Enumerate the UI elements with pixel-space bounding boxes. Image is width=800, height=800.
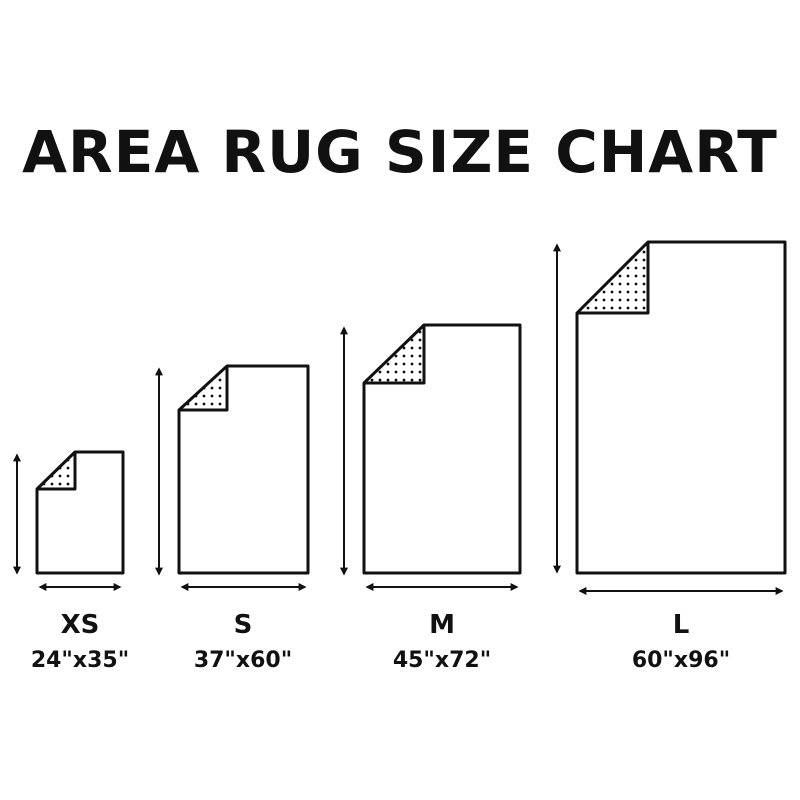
rug-outline-l (575, 240, 787, 575)
size-label-m: M (429, 610, 455, 640)
rug-s (155, 364, 310, 591)
rug-outline-xs (35, 450, 125, 575)
dimensions-m: 45"x72" (392, 648, 492, 673)
dimensions-xs: 24"x35" (30, 648, 130, 673)
rug-l (553, 240, 787, 595)
chart-title: AREA RUG SIZE CHART (22, 118, 778, 186)
dimensions-s: 37"x60" (193, 648, 293, 673)
size-label-s: S (233, 610, 253, 640)
size-label-xs: XS (60, 610, 100, 640)
rug-m (340, 323, 522, 591)
rug-outline-s (177, 364, 310, 575)
rug-outline-m (362, 323, 522, 575)
dimensions-l: 60"x96" (631, 648, 731, 673)
size-label-l: L (672, 610, 690, 640)
rug-xs (13, 450, 125, 591)
